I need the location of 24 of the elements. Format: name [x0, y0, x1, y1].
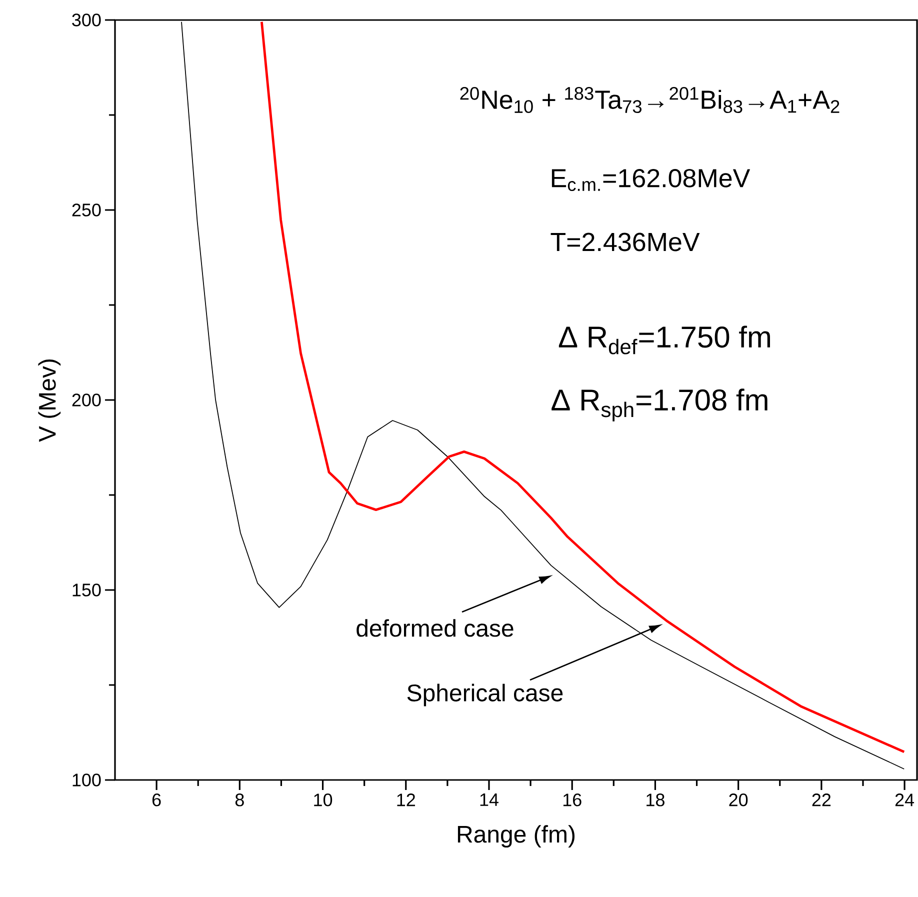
y-tick-label: 300	[72, 14, 101, 26]
x-tick-label: 10	[314, 794, 332, 806]
y-tick-label: 150	[72, 584, 101, 596]
x-tick-label: 22	[812, 794, 831, 806]
x-tick-label: 18	[646, 794, 664, 806]
x-tick-label: 20	[729, 794, 748, 806]
y-tick-label: 100	[72, 774, 101, 786]
x-tick-label: 24	[895, 794, 914, 806]
x-axis-title: Range (fm)	[458, 825, 575, 848]
y-axis-title: V (Mev)	[38, 360, 61, 442]
annotation: Spherical case	[407, 684, 563, 706]
x-tick-label: 8	[235, 794, 244, 806]
annotation: Δ R$_{sph}$=1.708 fm	[552, 388, 768, 422]
x-tick-label: 12	[397, 794, 415, 806]
y-tick-label: 200	[72, 394, 101, 406]
x-tick-label: 16	[563, 794, 582, 806]
annotation: E$_{c.m.}$=162.08MeV	[552, 168, 750, 192]
annotation: T=2.436MeV	[550, 232, 700, 252]
y-tick-label: 250	[72, 204, 101, 216]
annotation: deformed case	[356, 619, 514, 637]
annotation: Δ R$_{def}$=1.750 fm	[558, 326, 770, 354]
text: $^{20}$Ne$_{10}$ + $^{183}$Ta$_{73}$→$^{201}$Bi$_{83}$→A$_{1}$+A$_{2}$	[460, 86, 840, 114]
x-tick-label: 14	[480, 794, 498, 806]
x-tick-label: 6	[152, 794, 161, 806]
